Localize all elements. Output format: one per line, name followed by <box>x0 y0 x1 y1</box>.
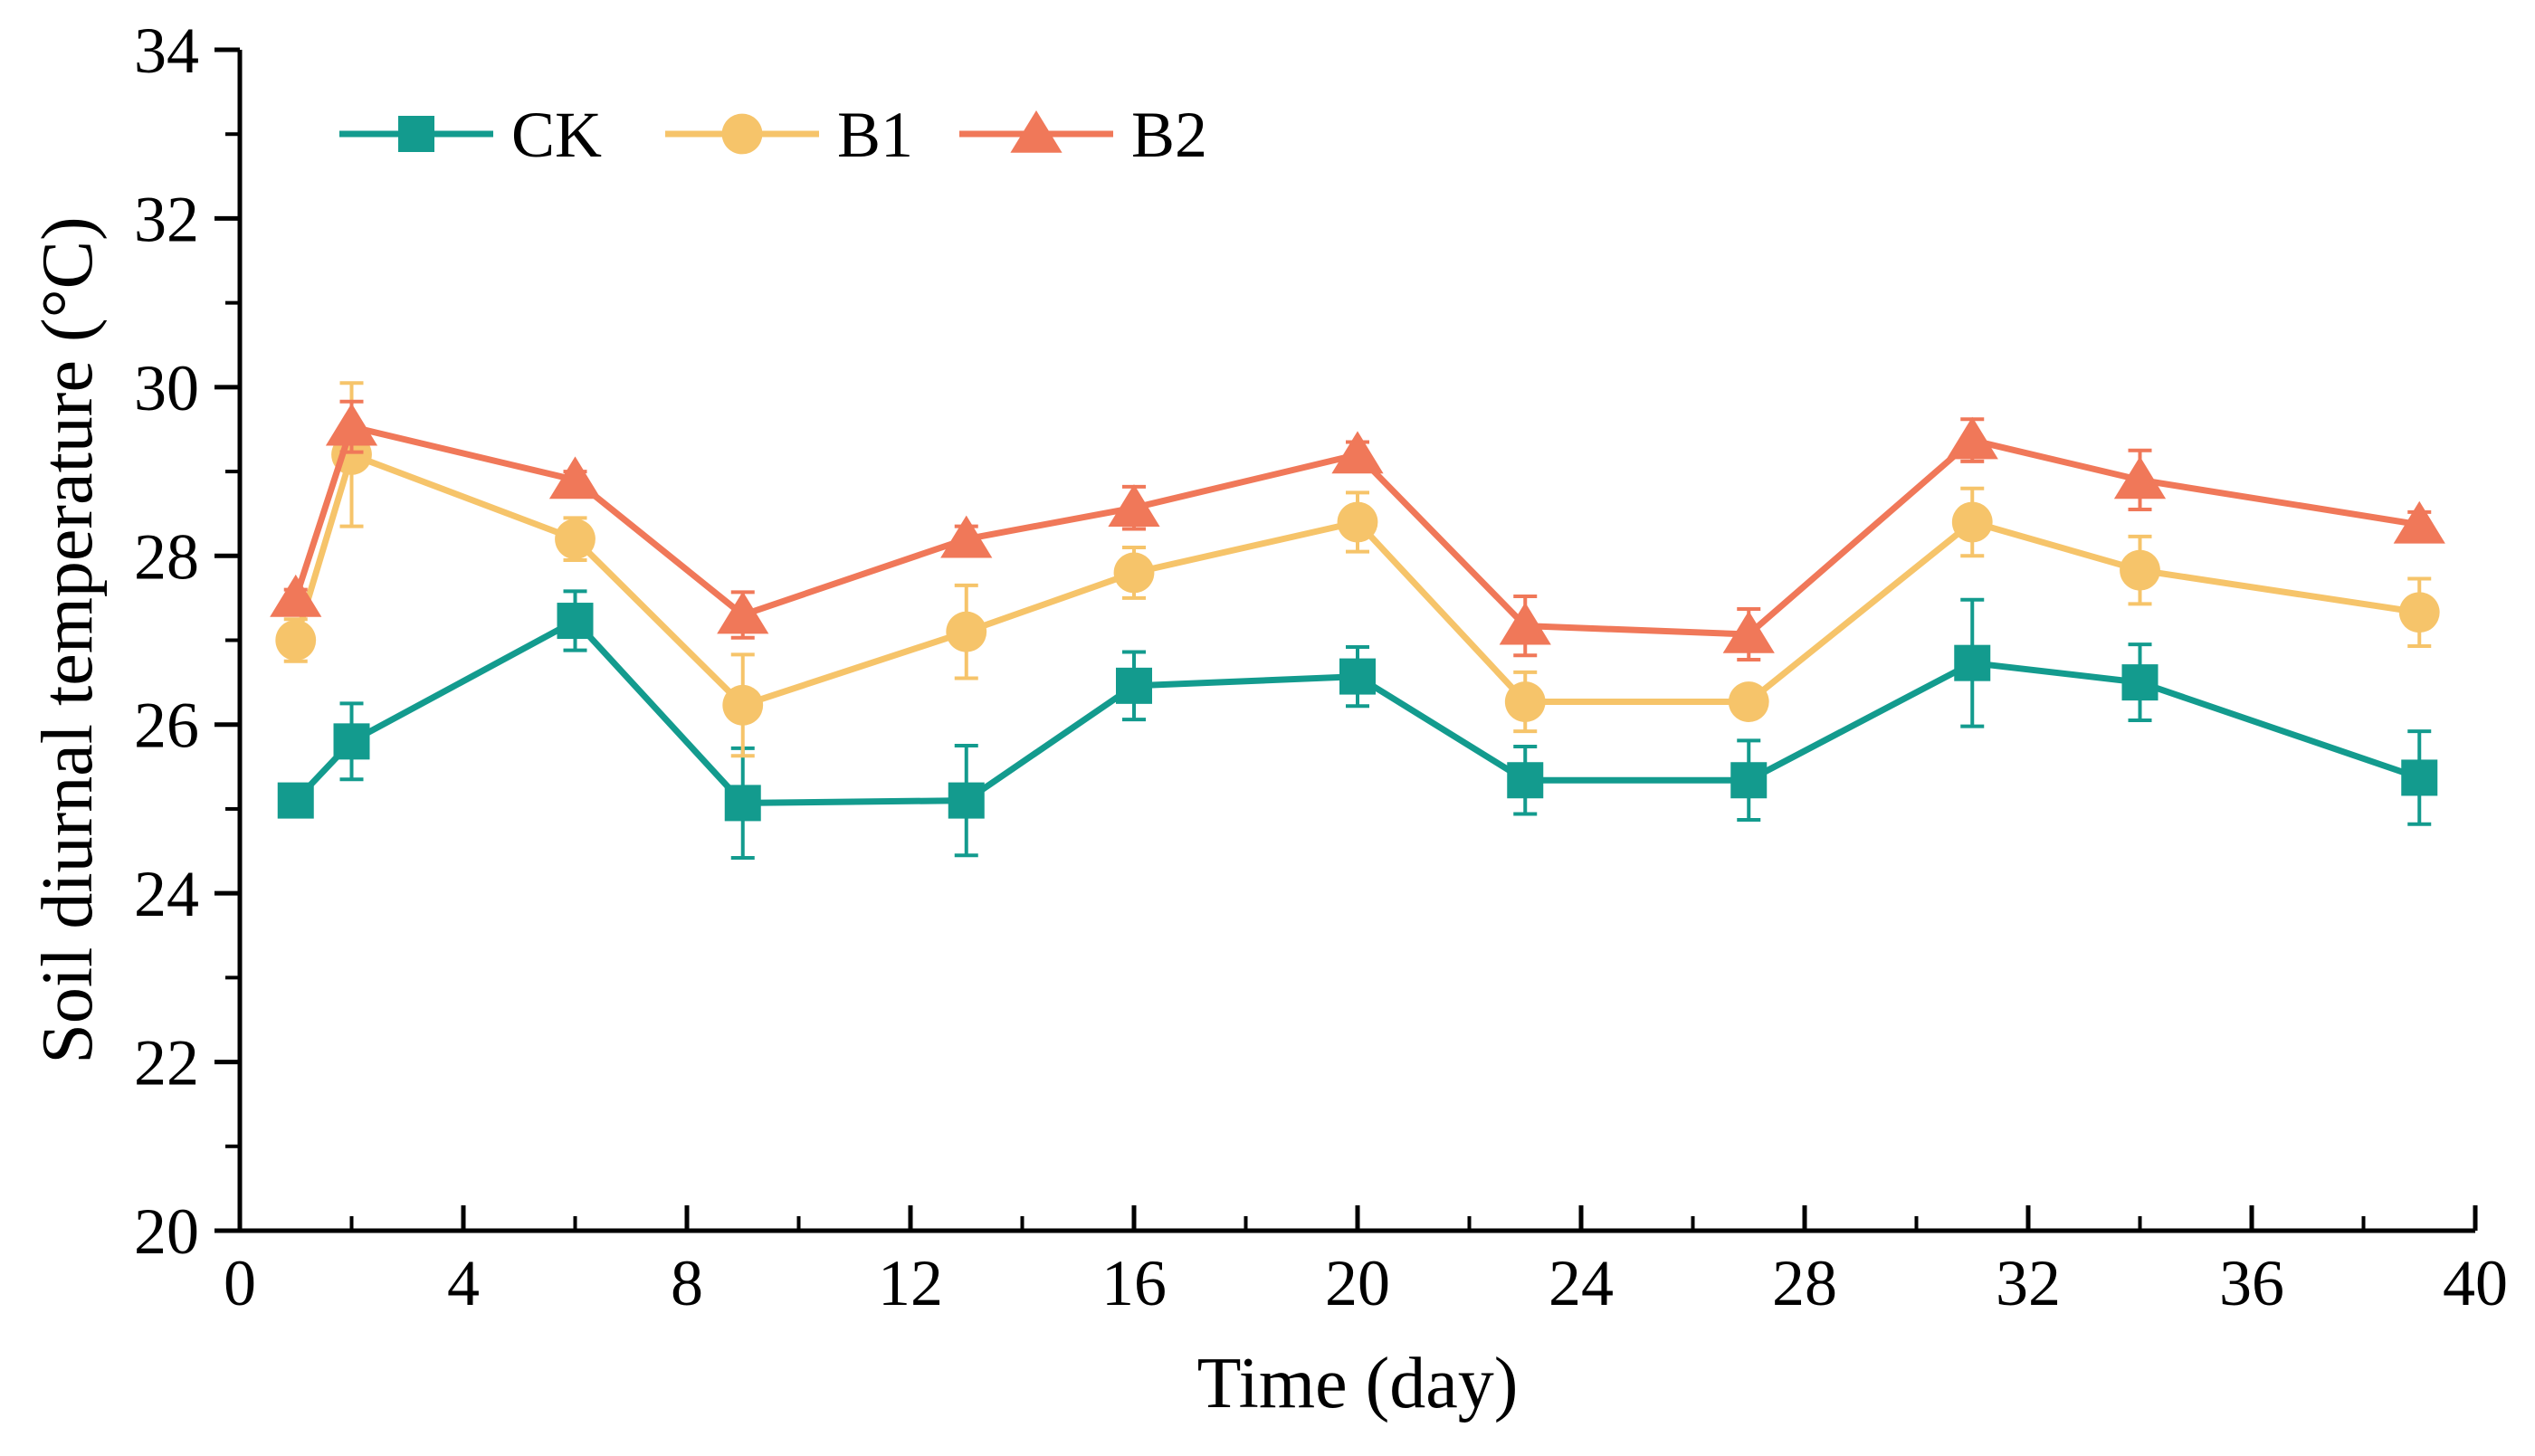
y-tick-label: 30 <box>134 352 199 424</box>
x-tick-label: 0 <box>224 1247 256 1319</box>
data-point <box>1337 501 1378 543</box>
x-tick-label: 4 <box>447 1247 480 1319</box>
y-tick-label: 20 <box>134 1195 199 1268</box>
data-point <box>1728 681 1769 722</box>
y-tick-label: 22 <box>134 1027 199 1099</box>
y-tick-label: 26 <box>134 690 199 762</box>
x-tick-label: 28 <box>1772 1247 1837 1319</box>
data-point <box>325 403 378 446</box>
series-line <box>292 451 2420 709</box>
data-point <box>333 723 370 760</box>
data-point <box>2121 664 2159 701</box>
x-tick-label: 8 <box>671 1247 703 1319</box>
data-point <box>940 515 993 558</box>
data-point <box>1951 501 1993 543</box>
data-point <box>548 456 602 500</box>
data-point <box>1722 610 1775 653</box>
legend-label: CK <box>511 99 602 171</box>
x-tick-label: 20 <box>1325 1247 1390 1319</box>
data-point <box>275 620 317 661</box>
x-axis-title: Time (day) <box>1197 1344 1519 1423</box>
x-tick-label: 36 <box>2219 1247 2284 1319</box>
data-point <box>1116 667 1152 704</box>
data-point <box>1108 484 1160 527</box>
data-point <box>948 782 985 819</box>
data-point <box>1113 552 1155 594</box>
y-axis-title: Soil diurnal temperature (°C) <box>28 216 108 1063</box>
data-point <box>1339 658 1376 695</box>
series-line <box>293 617 2421 806</box>
data-point <box>946 611 987 652</box>
data-point <box>2120 549 2160 591</box>
data-point <box>2113 456 2167 500</box>
data-point <box>724 785 761 822</box>
series-b2 <box>270 399 2445 661</box>
x-tick-label: 24 <box>1549 1247 1614 1319</box>
legend: CK B1 B2 <box>339 99 1207 171</box>
legend-item-ck: CK <box>339 99 602 171</box>
legend-label: B1 <box>837 99 913 171</box>
y-tick-label: 32 <box>134 183 199 255</box>
data-point <box>2401 759 2438 796</box>
data-point <box>1331 431 1384 474</box>
data-point <box>722 684 764 726</box>
data-point <box>557 603 594 640</box>
data-point <box>270 574 322 617</box>
data-point <box>1507 762 1544 799</box>
data-point <box>1730 762 1768 799</box>
legend-label: B2 <box>1131 99 1207 171</box>
data-point <box>717 591 769 634</box>
data-point <box>1946 416 1998 460</box>
series-line <box>292 423 2420 638</box>
legend-marker <box>1010 110 1063 153</box>
legend-item-b2: B2 <box>959 99 1207 171</box>
data-point <box>1499 602 1551 645</box>
data-point <box>2398 592 2440 633</box>
data-point <box>1504 681 1546 722</box>
legend-item-b1: B1 <box>665 99 913 171</box>
data-point <box>555 519 596 560</box>
legend-marker <box>721 113 763 155</box>
x-tick-label: 40 <box>2443 1247 2508 1319</box>
x-tick-label: 32 <box>1996 1247 2061 1319</box>
y-tick-label: 34 <box>134 14 199 87</box>
data-point <box>1954 644 1991 681</box>
x-tick-label: 12 <box>878 1247 943 1319</box>
data-point <box>2393 500 2445 544</box>
y-tick-label: 28 <box>134 520 199 593</box>
series-layer <box>270 381 2445 860</box>
ticks: 20 22 24 26 28 30 32 34 0 4 8 12 16 20 24 28 32 36 40 <box>134 14 2508 1319</box>
x-tick-label: 16 <box>1101 1247 1167 1319</box>
data-point <box>277 782 314 819</box>
y-tick-label: 24 <box>134 858 199 930</box>
series-b1 <box>275 381 2440 758</box>
series-ck <box>277 589 2438 860</box>
legend-marker <box>398 116 434 152</box>
